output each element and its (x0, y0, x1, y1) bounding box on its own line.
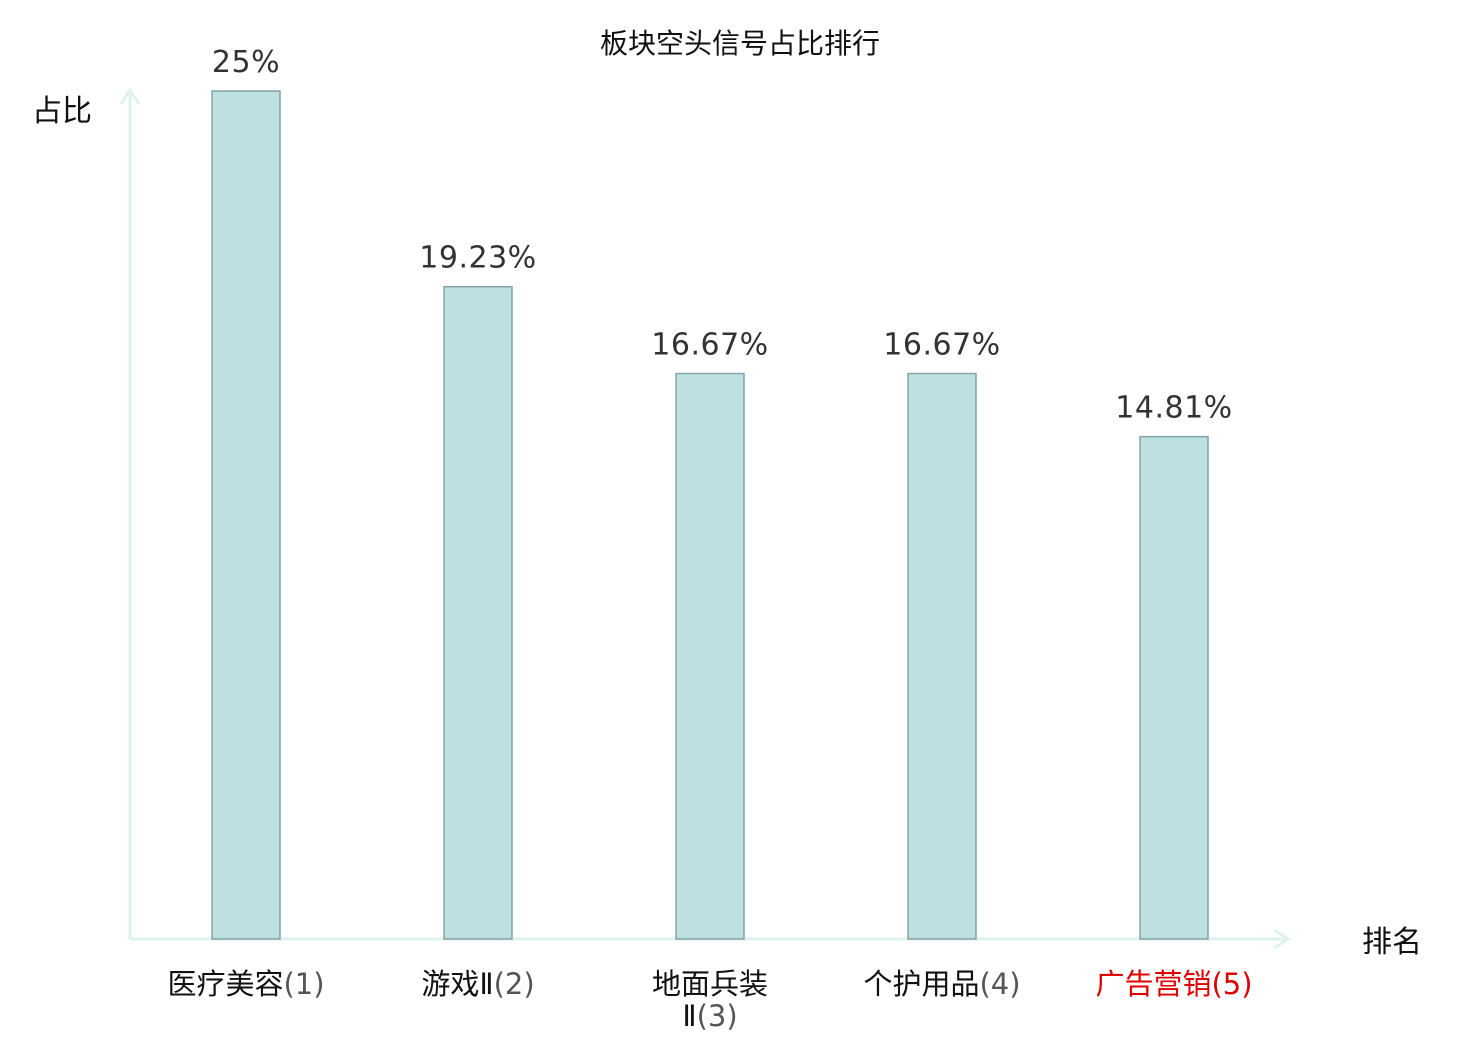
x-axis-arrow (1273, 928, 1291, 950)
y-axis-arrow (119, 87, 141, 105)
category-label: 广告营销(5) (1095, 967, 1252, 1001)
bar-value-label: 16.67% (883, 328, 1000, 363)
value-labels-group: 25% 19.23% 16.67% 16.67% 14.81% (212, 45, 1232, 426)
category-name: 个护用品 (863, 967, 979, 1001)
category-name: 地面兵装 (652, 967, 768, 1001)
category-label: 游戏Ⅱ(2) (421, 967, 534, 1001)
bar-value-label: 25% (212, 45, 280, 80)
category-label: 个护用品(4) (863, 967, 1020, 1001)
bar (675, 372, 745, 940)
bars-group (211, 90, 1209, 940)
bar (907, 372, 977, 940)
y-axis-label: 占比 (32, 94, 92, 129)
category-rank: (2) (494, 967, 535, 1001)
category-name: 游戏Ⅱ (421, 967, 493, 1001)
bar (443, 285, 513, 940)
category-rank: (5) (1211, 967, 1252, 1001)
bar (1139, 435, 1209, 940)
bar (211, 90, 281, 940)
category-rank: (1) (283, 967, 324, 1001)
x-axis-label: 排名 (1362, 925, 1422, 960)
bar-value-label: 16.67% (651, 328, 768, 363)
chart-title: 板块空头信号占比排行 (600, 27, 880, 60)
category-rank: (3) (697, 999, 738, 1033)
category-name: 医疗美容 (167, 967, 283, 1001)
category-name-cont: Ⅱ (682, 999, 696, 1033)
category-label: 医疗美容(1) (167, 967, 324, 1001)
bar-value-label: 14.81% (1115, 391, 1232, 426)
bar-value-label: 19.23% (419, 241, 536, 276)
category-label: 地面兵装 (652, 967, 768, 1001)
category-name: 广告营销 (1095, 967, 1211, 1001)
category-label-line2: Ⅱ(3) (682, 999, 737, 1033)
category-rank: (4) (979, 967, 1020, 1001)
